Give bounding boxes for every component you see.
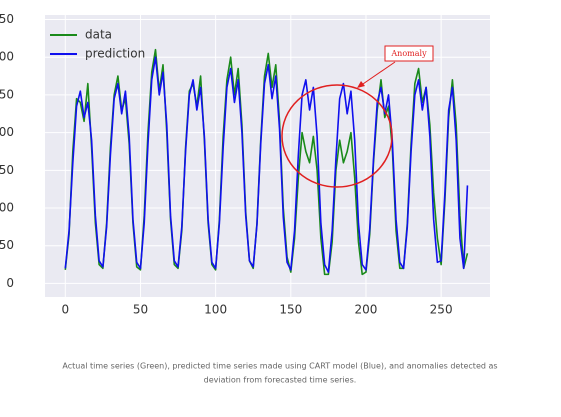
grid (45, 15, 490, 297)
x-tick-label: 150 (279, 303, 302, 317)
annotation: Anomaly (390, 49, 427, 58)
y-tick-label: 200 (0, 125, 14, 139)
legend-label: data (85, 28, 112, 42)
x-tick-label: 100 (204, 303, 227, 317)
x-tick-label: 50 (133, 303, 148, 317)
y-tick-label: 250 (0, 87, 14, 101)
annotation-box (384, 45, 434, 62)
annotation-arrow (359, 61, 396, 87)
series-line (64, 56, 469, 273)
x-tick-label: 250 (430, 303, 453, 317)
x-tick-label: 0 (61, 303, 69, 317)
y-tick-label: 100 (0, 201, 14, 215)
anomaly-circle (281, 84, 393, 188)
caption: Actual time series (Green), predicted ti… (62, 362, 497, 371)
y-tick-label: 350 (0, 12, 14, 26)
arrow-head (357, 81, 365, 88)
y-tick-label: 0 (6, 276, 14, 290)
y-tick-label: 150 (0, 163, 14, 177)
x-tick-label: 200 (355, 303, 378, 317)
legend-label: prediction (85, 47, 145, 61)
caption: deviation from forecasted time series. (204, 376, 357, 385)
y-tick-label: 300 (0, 50, 14, 64)
y-tick-label: 50 (0, 238, 14, 252)
series-lines (64, 48, 469, 276)
